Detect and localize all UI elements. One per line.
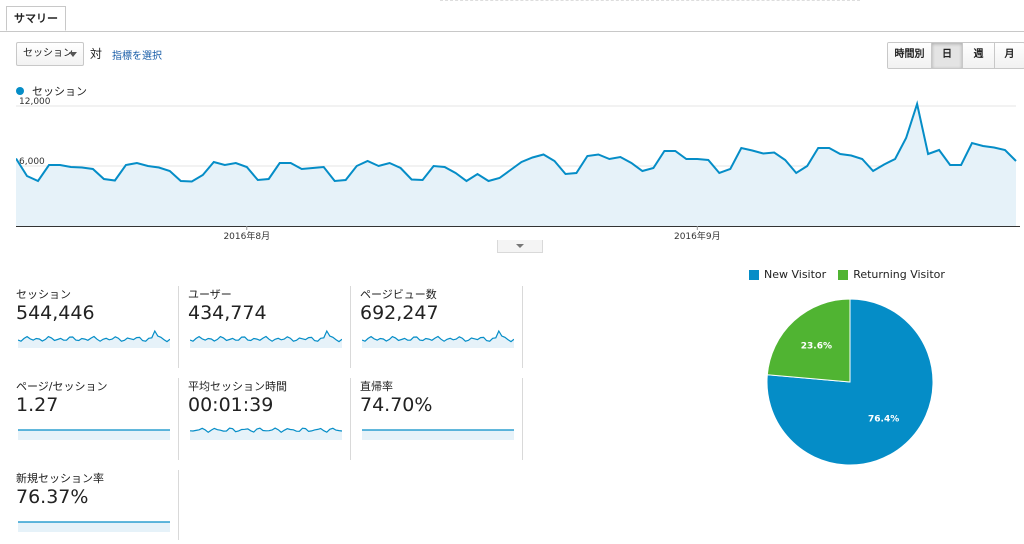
range-hourly-button[interactable]: 時間別 [888,43,931,68]
pie-data-label: 76.4% [868,415,899,425]
metric-tile[interactable]: ページ/セッション 1.27 [16,378,176,448]
choose-metric-link[interactable]: 指標を選択 [112,51,162,62]
legend-item-new-visitor[interactable]: New Visitor [749,268,826,281]
metric-divider [522,378,523,460]
y-tick-label: 12,000 [19,97,51,107]
sessions-area-chart: 12,000 6,000 2016年8月 2016年9月 [16,97,1020,242]
range-day-button[interactable]: 日 [931,43,962,68]
metric-divider [350,286,351,368]
sparkline-area [18,522,170,532]
legend-label: New Visitor [764,268,827,281]
pie-data-label: 23.6% [801,341,832,351]
metric-label: ページビュー数 [360,288,437,301]
legend-swatch [749,269,759,280]
sparkline [362,329,514,348]
metric-value: 544,446 [16,302,95,324]
metric-value: 00:01:39 [188,394,274,416]
tab-summary[interactable]: サマリー [6,6,66,31]
metric-label: 新規セッション率 [16,472,104,485]
legend-item-returning-visitor[interactable]: Returning Visitor [838,268,945,281]
visitor-pie-chart: 76.4% 23.6% [766,298,934,466]
metric-tile[interactable]: ページビュー数 692,247 [360,286,520,356]
pie-slice [766,298,851,383]
metric-tile[interactable]: 平均セッション時間 00:01:39 [188,378,348,448]
sparkline-area [18,430,170,440]
vs-label: 対 [90,47,103,61]
metric-label: ページ/セッション [16,380,108,393]
sparkline-line [190,427,342,434]
chevron-down-icon [69,52,77,57]
pie-slice [766,298,934,466]
divider [440,0,860,1]
sparkline-area [362,331,514,348]
sparkline [18,429,170,440]
series-label: セッション [32,85,87,98]
sparkline [362,429,514,440]
series-line [16,100,1017,183]
range-selector: 時間別 日 週 月 [887,42,1024,69]
metric-value: 74.70% [360,394,433,416]
metric-value: 1.27 [16,394,59,416]
sparkline-area [362,430,514,440]
sparkline-area [190,331,342,348]
metric-label: 直帰率 [360,380,393,393]
x-tick-label: 2016年9月 [674,230,721,242]
x-tick-label: 2016年8月 [223,230,270,242]
sparkline [18,329,170,348]
sparkline-line [18,329,170,343]
series-area [16,104,1016,226]
sparkline [190,427,342,440]
chart-legend: セッション [16,83,87,99]
sparkline [18,521,170,532]
metric-tile[interactable]: ユーザー 434,774 [188,286,348,356]
metric-selector-label: セッション [23,48,73,59]
sparkline-area [18,331,170,348]
range-month-button[interactable]: 月 [994,43,1024,68]
metric-label: ユーザー [188,288,232,301]
metric-value: 76.37% [16,486,89,508]
metric-divider [178,470,179,540]
metric-value: 434,774 [188,302,267,324]
metric-tile[interactable]: 直帰率 74.70% [360,378,520,448]
series-color-dot [16,87,24,95]
sparkline-line [190,329,342,343]
metric-label: セッション [16,288,71,301]
metric-value: 692,247 [360,302,439,324]
sparkline [190,329,342,348]
sparkline-area [190,428,342,440]
metric-divider [350,378,351,460]
chart-collapse-handle[interactable] [497,240,543,253]
metric-tile[interactable]: 新規セッション率 76.37% [16,470,176,540]
metric-divider [178,378,179,460]
metric-tile[interactable]: セッション 544,446 [16,286,176,356]
tab-bar: サマリー [0,0,1024,32]
metric-label: 平均セッション時間 [188,380,287,393]
legend-label: Returning Visitor [853,268,945,281]
range-week-button[interactable]: 週 [962,43,994,68]
metric-selector[interactable]: セッション [16,42,84,66]
metric-divider [522,286,523,368]
pie-legend: New Visitor Returning Visitor [749,268,957,281]
y-tick-label: 6,000 [19,157,45,167]
metric-divider [178,286,179,368]
sparkline-line [362,329,514,343]
legend-swatch [838,269,849,280]
